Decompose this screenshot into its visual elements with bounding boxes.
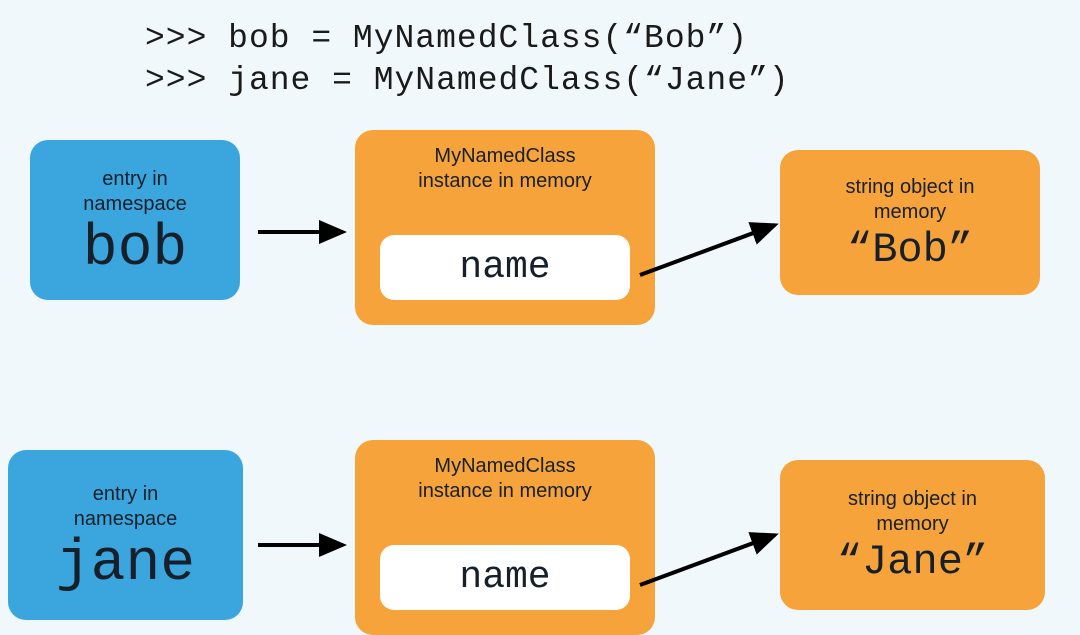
namespace-label: entry in namespace: [74, 482, 177, 532]
instance-box-bob: MyNamedClass instance in memory name: [355, 130, 655, 325]
instance-attr-label: name: [459, 246, 550, 289]
code-line-1: >>> bob = MyNamedClass(“Bob”): [145, 20, 748, 57]
instance-attr-pill: name: [380, 235, 630, 300]
instance-attr-pill: name: [380, 545, 630, 610]
string-label: string object in memory: [846, 175, 975, 225]
arrow-instance-to-string-jane: [640, 535, 775, 585]
namespace-box-bob: entry in namespace bob: [30, 140, 240, 300]
namespace-label: entry in namespace: [83, 167, 186, 217]
instance-attr-label: name: [459, 556, 550, 599]
instance-label: MyNamedClass instance in memory: [418, 144, 591, 194]
string-label: string object in memory: [848, 487, 977, 537]
namespace-box-jane: entry in namespace jane: [8, 450, 243, 620]
string-value: “Bob”: [847, 229, 973, 271]
instance-box-jane: MyNamedClass instance in memory name: [355, 440, 655, 635]
string-value: “Jane”: [837, 541, 988, 583]
arrow-instance-to-string-bob: [640, 225, 775, 275]
string-box-jane: string object in memory “Jane”: [780, 460, 1045, 610]
instance-label: MyNamedClass instance in memory: [418, 454, 591, 504]
namespace-value: bob: [83, 221, 187, 279]
namespace-value: jane: [56, 536, 195, 594]
string-box-bob: string object in memory “Bob”: [780, 150, 1040, 295]
code-line-2: >>> jane = MyNamedClass(“Jane”): [145, 62, 790, 99]
